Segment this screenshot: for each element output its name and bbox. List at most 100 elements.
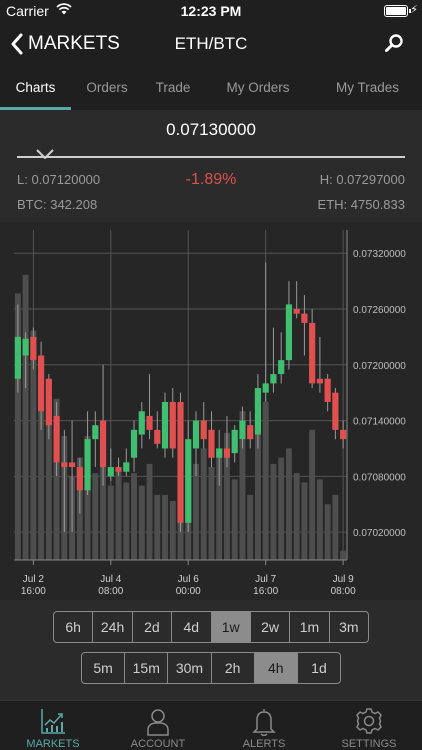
candle-body: [38, 355, 45, 412]
tab-alerts[interactable]: ALERTS: [211, 701, 317, 750]
candlestick-chart[interactable]: 0.07320000 0.07260000 0.07200000 0.07140000…: [0, 222, 422, 600]
candle-body: [200, 420, 207, 440]
tab-bar-top: Charts Orders Trade My Orders My Trades: [0, 66, 422, 110]
candle-body: [231, 429, 238, 454]
volume-bar: [169, 501, 176, 560]
x-tick-label: Jul 6: [178, 574, 200, 585]
x-tick-label: 08:00: [331, 586, 356, 597]
volume-bar: [154, 494, 161, 560]
candle-body: [130, 429, 138, 458]
tab-trade[interactable]: Trade: [155, 80, 191, 95]
interval-button-4h[interactable]: 4h: [253, 653, 297, 683]
interval-button-15m[interactable]: 15m: [124, 653, 167, 683]
candle-body: [45, 378, 52, 426]
back-button[interactable]: MARKETS: [10, 30, 120, 58]
candle-body: [99, 420, 107, 468]
interval-button-6h[interactable]: 6h: [65, 619, 81, 635]
candle-body: [14, 336, 21, 379]
volume-bar: [340, 550, 347, 560]
search-icon[interactable]: [384, 33, 404, 58]
wifi-icon: [56, 2, 72, 19]
gear-icon: [316, 706, 422, 736]
candle-body: [138, 411, 145, 435]
candle-body: [22, 338, 29, 356]
candle-body: [177, 401, 184, 523]
interval-button-4d[interactable]: 4d: [171, 612, 210, 642]
volume-bar: [92, 473, 99, 560]
tab-account[interactable]: ACCOUNT: [105, 701, 211, 750]
y-tick-label: 0.07200000: [353, 361, 406, 372]
candle-body: [53, 415, 60, 463]
x-tick-label: Jul 4: [100, 574, 122, 585]
interval-button-5m[interactable]: 5m: [93, 660, 113, 676]
volume-bar: [224, 432, 230, 560]
volume-bar: [30, 330, 37, 560]
tab-settings[interactable]: SETTINGS: [316, 701, 422, 750]
user-icon: [105, 706, 211, 736]
volume-bar: [309, 429, 316, 560]
x-tick-label: Jul 2: [23, 574, 45, 585]
candle-body: [293, 309, 300, 314]
volume-bar: [324, 504, 331, 560]
candle-body: [161, 401, 169, 449]
high-price: H: 0.07297000: [319, 172, 405, 187]
price-chart[interactable]: 0.07320000 0.07260000 0.07200000 0.07140000…: [0, 222, 422, 600]
volume-bar: [293, 473, 300, 560]
volume-bar: [316, 479, 323, 560]
candle-body: [192, 420, 200, 449]
tab-my-trades[interactable]: My Trades: [335, 80, 400, 95]
volume-bar: [278, 457, 285, 560]
candle-body: [340, 429, 347, 440]
tab-my-orders[interactable]: My Orders: [226, 80, 290, 95]
interval-button-2d[interactable]: 2d: [131, 612, 171, 642]
day-range-bar: [17, 156, 405, 158]
tab-orders[interactable]: Orders: [86, 80, 128, 95]
volume-bar: [123, 482, 130, 560]
interval-button-24h[interactable]: 24h: [92, 612, 131, 642]
candle-body: [76, 467, 83, 491]
volume-bar: [45, 380, 52, 560]
candle-body: [262, 383, 269, 393]
eth-volume: ETH: 4750.833: [317, 197, 405, 212]
candle-body: [301, 313, 308, 323]
volume-bar: [200, 448, 207, 560]
volume-bar: [254, 392, 261, 560]
x-tick-label: 16:00: [253, 586, 278, 597]
bell-icon: [211, 706, 317, 737]
volume-bar: [285, 448, 292, 560]
interval-button-2h[interactable]: 2h: [210, 653, 254, 683]
candle-body: [123, 462, 130, 472]
interval-selector-row-2: 5m 15m 30m 2h 4h 1d: [81, 652, 341, 684]
candle-body: [154, 429, 161, 444]
volume-bar: [216, 457, 223, 560]
back-label: MARKETS: [28, 33, 120, 54]
low-price: L: 0.07120000: [17, 172, 101, 187]
tab-label: MARKETS: [26, 738, 80, 750]
tab-markets[interactable]: MARKETS: [0, 701, 106, 750]
x-tick-label: 16:00: [21, 586, 46, 597]
candle-body: [30, 336, 37, 361]
interval-button-3m[interactable]: 3m: [328, 612, 368, 642]
interval-button-2w[interactable]: 2w: [249, 612, 289, 642]
tab-charts[interactable]: Charts: [15, 80, 56, 95]
interval-button-1w[interactable]: 1w: [210, 612, 250, 642]
interval-button-1m[interactable]: 1m: [289, 612, 328, 642]
volume-bar: [14, 293, 21, 560]
candle-body: [185, 439, 192, 523]
candle-body: [239, 420, 246, 440]
chevron-left-icon: [11, 33, 23, 55]
volume-bar: [22, 274, 29, 560]
candle-body: [169, 401, 176, 449]
tab-label: ACCOUNT: [130, 738, 186, 750]
volume-bar: [208, 467, 215, 560]
tab-label: ALERTS: [242, 738, 286, 750]
interval-button-1d[interactable]: 1d: [296, 653, 340, 683]
interval-button-30m[interactable]: 30m: [167, 653, 210, 683]
navigation-bar: MARKETS ETH/BTC: [0, 22, 422, 66]
candle-body: [68, 462, 76, 468]
status-bar: Carrier 12:23 PM ⚡: [0, 0, 422, 22]
candle-body: [216, 448, 223, 458]
x-tick-label: 00:00: [176, 586, 201, 597]
volume-bar: [301, 482, 308, 560]
x-tick-label: Jul 7: [255, 574, 277, 585]
